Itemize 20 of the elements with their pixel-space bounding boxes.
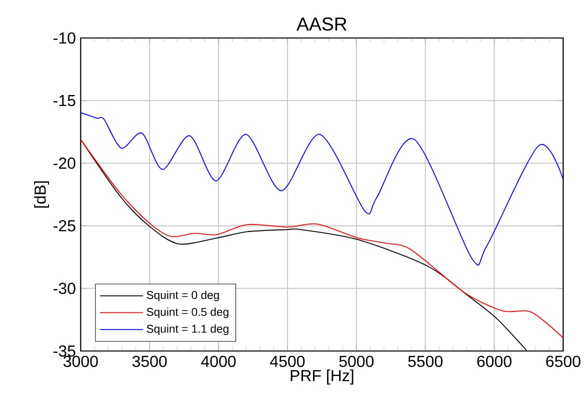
y-tick-label: -25 <box>54 220 76 232</box>
y-tick-label: -15 <box>54 95 76 106</box>
legend-label: Squint = 1.1 deg <box>146 324 228 336</box>
y-tick-label: -35 <box>54 345 76 357</box>
y-tick-label: -10 <box>54 32 76 44</box>
x-axis-title: PRF [Hz] <box>290 370 354 384</box>
y-tick-label: -30 <box>54 282 76 294</box>
x-tick-label: 3500 <box>132 356 167 368</box>
x-tick-label: 5000 <box>339 356 374 368</box>
chart-title: AASR <box>296 17 346 31</box>
y-axis-title: [dB] <box>34 181 50 208</box>
legend-label: Squint = 0 deg <box>146 290 219 302</box>
x-tick-label: 5500 <box>408 356 443 368</box>
x-tick-label: 4000 <box>201 356 236 368</box>
x-tick-label: 3000 <box>63 356 98 368</box>
x-tick-label: 6000 <box>477 356 512 368</box>
x-tick-label: 6500 <box>546 356 580 368</box>
y-tick-label: -20 <box>54 158 76 169</box>
x-tick-label: 4500 <box>270 356 305 368</box>
legend-label: Squint = 0.5 deg <box>146 308 228 318</box>
